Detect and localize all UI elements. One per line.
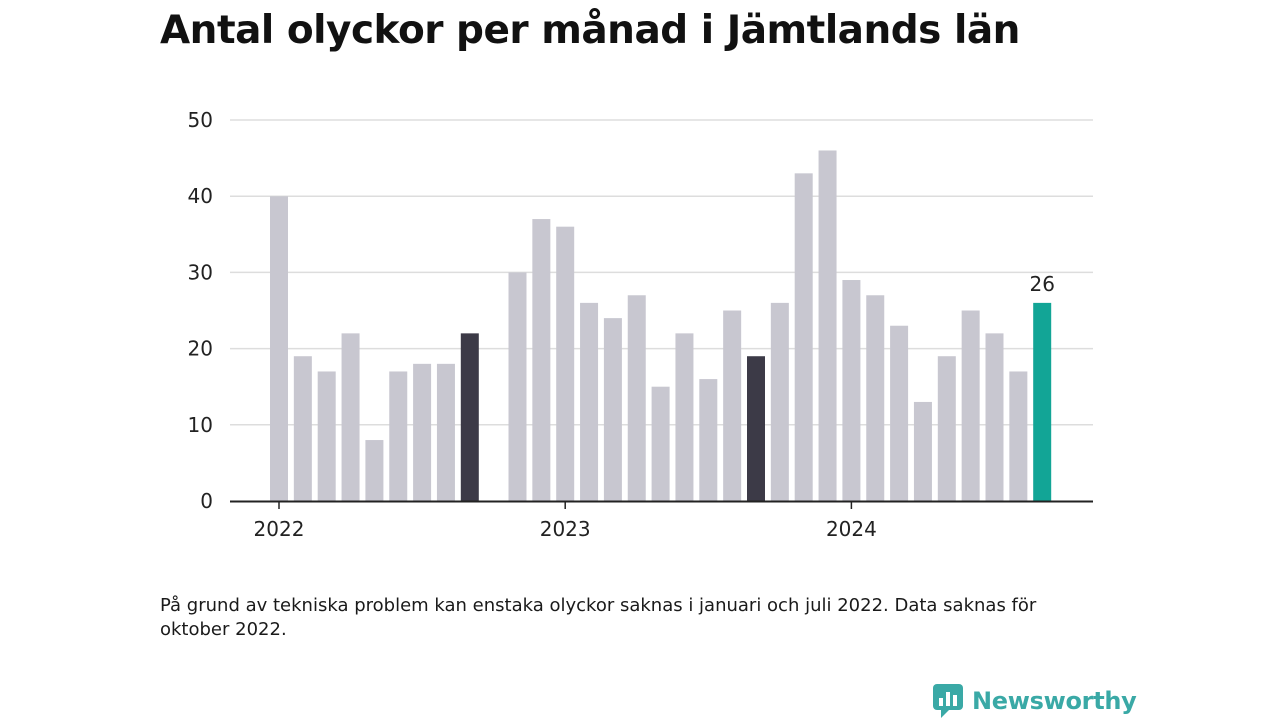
bar-2023-04 (627, 295, 646, 501)
bar-2023-09 (747, 356, 765, 501)
brand-name: Newsworthy (972, 687, 1137, 715)
y-axis-ticks: 0 10 20 30 40 50 (188, 108, 213, 513)
bar-2024-05 (937, 356, 956, 501)
bar-2022-01 (270, 196, 288, 501)
y-tick-label: 10 (188, 413, 213, 437)
bar-2024-01 (842, 280, 861, 501)
bar-2022-06 (389, 371, 408, 501)
y-tick-label: 0 (200, 489, 213, 513)
y-tick-label: 50 (188, 108, 213, 132)
chart-title: Antal olyckor per månad i Jämtlands län (160, 8, 1020, 53)
x-axis: 2022 2023 2024 (230, 500, 1093, 541)
bar-2023-11 (794, 173, 813, 501)
y-tick-label: 30 (188, 260, 213, 284)
bar-2024-04 (913, 401, 932, 501)
bar-2023-05 (651, 386, 670, 501)
bar-2023-08 (723, 310, 742, 501)
bar-2023-03 (603, 318, 622, 501)
footnote: På grund av tekniska problem kan enstaka… (160, 595, 1037, 640)
bar-2023-02 (580, 302, 599, 501)
bar-2022-09 (460, 333, 479, 501)
bar-2022-12 (532, 219, 551, 501)
bar-2024-06 (961, 310, 980, 501)
bars (270, 150, 1052, 502)
bar-2024-08 (1009, 371, 1028, 501)
x-tick-label: 2022 (254, 517, 305, 541)
data-label: 26 (1029, 272, 1054, 296)
x-tick-label: 2024 (826, 517, 877, 541)
bar-2022-05 (365, 440, 384, 501)
newsworthy-logo-icon (933, 684, 963, 718)
bar-2022-08 (436, 363, 455, 501)
bar-2023-12 (818, 150, 837, 502)
bar-2022-11 (508, 272, 527, 501)
x-tick-label: 2023 (540, 517, 591, 541)
bar-2023-01 (556, 226, 575, 501)
brand-logo[interactable]: Newsworthy (932, 683, 1137, 719)
bar-2024-07 (985, 333, 1004, 501)
data-labels: 26 (1029, 272, 1054, 296)
bar-2022-07 (413, 363, 432, 501)
y-tick-label: 20 (188, 337, 213, 361)
bar-2024-09 (1033, 302, 1052, 501)
bar-2022-04 (341, 333, 360, 501)
bar-2023-06 (675, 333, 694, 501)
y-tick-label: 40 (188, 184, 213, 208)
bar-2024-03 (890, 325, 909, 501)
bar-2023-10 (770, 302, 789, 501)
bar-chart: 0 10 20 30 40 50 2022 2023 2024 26 (188, 108, 1093, 541)
bar-2023-07 (699, 379, 718, 501)
bar-2022-02 (293, 356, 312, 501)
bar-2022-03 (317, 371, 336, 501)
bar-2024-02 (866, 295, 885, 501)
